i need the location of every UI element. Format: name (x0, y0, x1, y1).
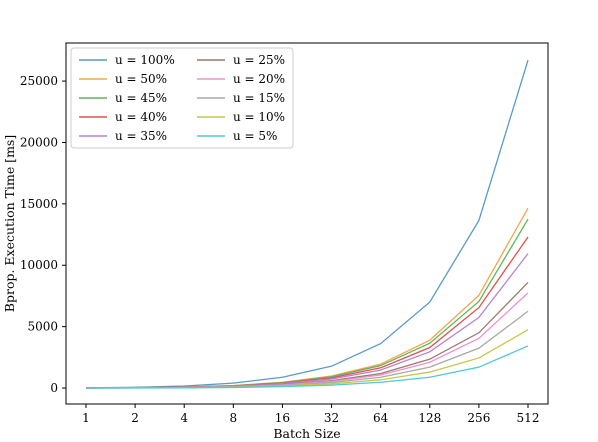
series-line-6 (85, 292, 529, 389)
y-tick-label: 5000 (27, 320, 58, 334)
x-axis-label: Batch Size (273, 426, 340, 441)
series-line-1 (85, 207, 529, 389)
x-tick-label: 2 (131, 411, 139, 425)
legend-label-5: u = 25% (233, 53, 285, 67)
x-tick-label: 64 (373, 411, 389, 425)
legend-label-4: u = 35% (115, 129, 167, 143)
axes-layer: 1 2 4 8 16 32 64 128 256 512 0 5000 10000 15000 20000 2… (20, 74, 540, 425)
plot-area-frame (65, 42, 549, 405)
legend-label-0: u = 100% (115, 53, 175, 67)
legend-label-3: u = 40% (115, 110, 167, 124)
legend-box (70, 47, 294, 149)
series-line-9 (85, 345, 529, 389)
legend: u = 100% u = 50% u = 45% u = 40% u = 35% u = … (70, 47, 294, 149)
legend-label-7: u = 15% (233, 91, 285, 105)
y-tick-label: 15000 (20, 197, 58, 211)
plot-layer (85, 59, 529, 389)
x-tick-label: 512 (517, 411, 540, 425)
legend-label-1: u = 50% (115, 72, 167, 86)
y-tick-label: 20000 (20, 135, 58, 149)
x-tick-label: 16 (275, 411, 290, 425)
x-tick-label: 256 (467, 411, 490, 425)
series-line-3 (85, 236, 529, 389)
x-tick-label: 4 (180, 411, 188, 425)
y-tick-label: 0 (50, 381, 58, 395)
y-tick-label: 25000 (20, 74, 58, 88)
legend-label-9: u = 5% (233, 129, 277, 143)
legend-label-2: u = 45% (115, 91, 167, 105)
y-tick-label: 10000 (20, 258, 58, 272)
x-tick-label: 128 (418, 411, 441, 425)
x-tick-label: 1 (82, 411, 90, 425)
x-tick-label: 32 (324, 411, 339, 425)
legend-label-6: u = 20% (233, 72, 285, 86)
legend-label-8: u = 10% (233, 110, 285, 124)
x-tick-label: 8 (230, 411, 238, 425)
series-line-7 (85, 310, 529, 389)
y-axis-label: Bprop. Execution Time [ms] (2, 135, 17, 312)
series-line-0 (85, 59, 529, 389)
